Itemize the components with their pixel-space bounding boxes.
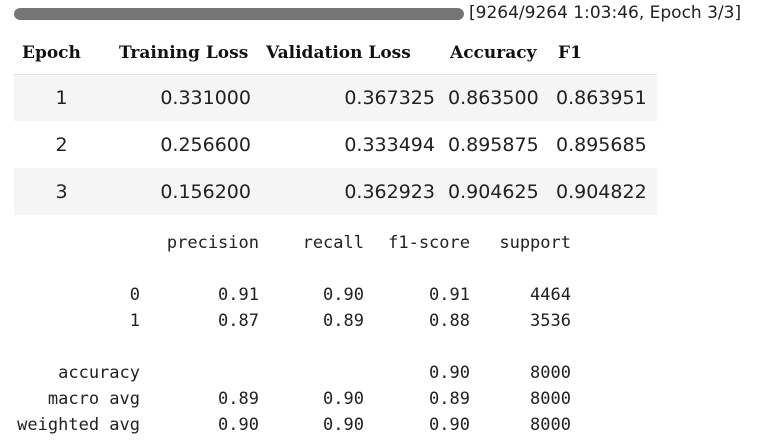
- report-recall: 0.90: [323, 285, 364, 305]
- report-f1-score: 0.91: [429, 285, 470, 305]
- cell-f1: 0.895685: [556, 133, 647, 156]
- report-recall: 0.90: [323, 415, 364, 435]
- report-recall: 0.90: [323, 389, 364, 409]
- report-support: 8000: [530, 389, 571, 409]
- report-recall: 0.89: [323, 311, 364, 331]
- training-progress: [9264/9264 1:03:46, Epoch 3/3]: [14, 2, 773, 24]
- cell-validation-loss: 0.333494: [344, 133, 435, 156]
- report-row-label: 1: [129, 311, 140, 331]
- progress-bar-fill: [14, 8, 464, 20]
- report-support: 8000: [530, 363, 571, 383]
- report-support: 4464: [530, 285, 571, 305]
- training-metrics-table: Epoch Training Loss Validation Loss Accu…: [14, 32, 657, 215]
- cell-epoch: 3: [14, 168, 114, 215]
- report-header-precision: precision: [166, 233, 259, 253]
- report-row-label: weighted avg: [17, 415, 140, 435]
- report-row: 0 0.91 0.90 0.91 4464: [14, 282, 574, 308]
- report-precision: 0.91: [218, 285, 259, 305]
- progress-bar: [14, 8, 464, 20]
- report-support: 8000: [530, 415, 571, 435]
- cell-validation-loss: 0.367325: [261, 74, 445, 121]
- cell-epoch: 2: [55, 133, 68, 156]
- report-header-row: precision recall f1-score support: [14, 230, 574, 256]
- progress-status-text: [9264/9264 1:03:46, Epoch 3/3]: [469, 3, 742, 23]
- report-f1-score: 0.90: [429, 363, 470, 383]
- header-f1: F1: [553, 32, 657, 75]
- report-row-label: macro avg: [47, 389, 140, 409]
- report-f1-score: 0.88: [429, 311, 470, 331]
- report-precision: 0.90: [218, 415, 259, 435]
- report-precision: 0.87: [218, 311, 259, 331]
- cell-validation-loss: 0.362923: [261, 168, 445, 215]
- header-accuracy: Accuracy: [445, 32, 553, 75]
- cell-epoch: 1: [14, 74, 114, 121]
- cell-f1: 0.863951: [553, 74, 657, 121]
- cell-f1: 0.904822: [553, 168, 657, 215]
- table-header-row: Epoch Training Loss Validation Loss Accu…: [14, 32, 657, 75]
- report-row-label: accuracy: [58, 363, 140, 383]
- report-support: 3536: [530, 311, 571, 331]
- cell-accuracy: 0.904625: [445, 168, 553, 215]
- header-training-loss: Training Loss: [114, 32, 261, 75]
- cell-accuracy: 0.863500: [445, 74, 553, 121]
- report-row: 1 0.87 0.89 0.88 3536: [14, 308, 574, 334]
- table-row: 3 0.156200 0.362923 0.904625 0.904822: [14, 168, 657, 215]
- report-f1-score: 0.89: [429, 389, 470, 409]
- report-header-recall: recall: [302, 233, 364, 253]
- report-row: macro avg 0.89 0.90 0.89 8000: [14, 386, 574, 412]
- report-accuracy-row: accuracy 0.90 8000: [14, 360, 574, 386]
- report-row: weighted avg 0.90 0.90 0.90 8000: [14, 412, 574, 438]
- report-header-f1-score: f1-score: [388, 233, 470, 253]
- table-row: 2 0.256600 0.333494 0.895875 0.895685: [14, 121, 657, 168]
- report-precision: 0.89: [218, 389, 259, 409]
- classification-report: precision recall f1-score support 0 0.91…: [14, 230, 574, 438]
- report-header-support: support: [499, 233, 571, 253]
- cell-accuracy: 0.895875: [448, 133, 539, 156]
- cell-training-loss: 0.331000: [114, 74, 261, 121]
- header-epoch: Epoch: [14, 32, 114, 75]
- cell-training-loss: 0.256600: [160, 133, 251, 156]
- report-row-label: 0: [129, 285, 140, 305]
- cell-training-loss: 0.156200: [114, 168, 261, 215]
- table-row: 1 0.331000 0.367325 0.863500 0.863951: [14, 74, 657, 121]
- header-validation-loss: Validation Loss: [261, 32, 445, 75]
- report-f1-score: 0.90: [429, 415, 470, 435]
